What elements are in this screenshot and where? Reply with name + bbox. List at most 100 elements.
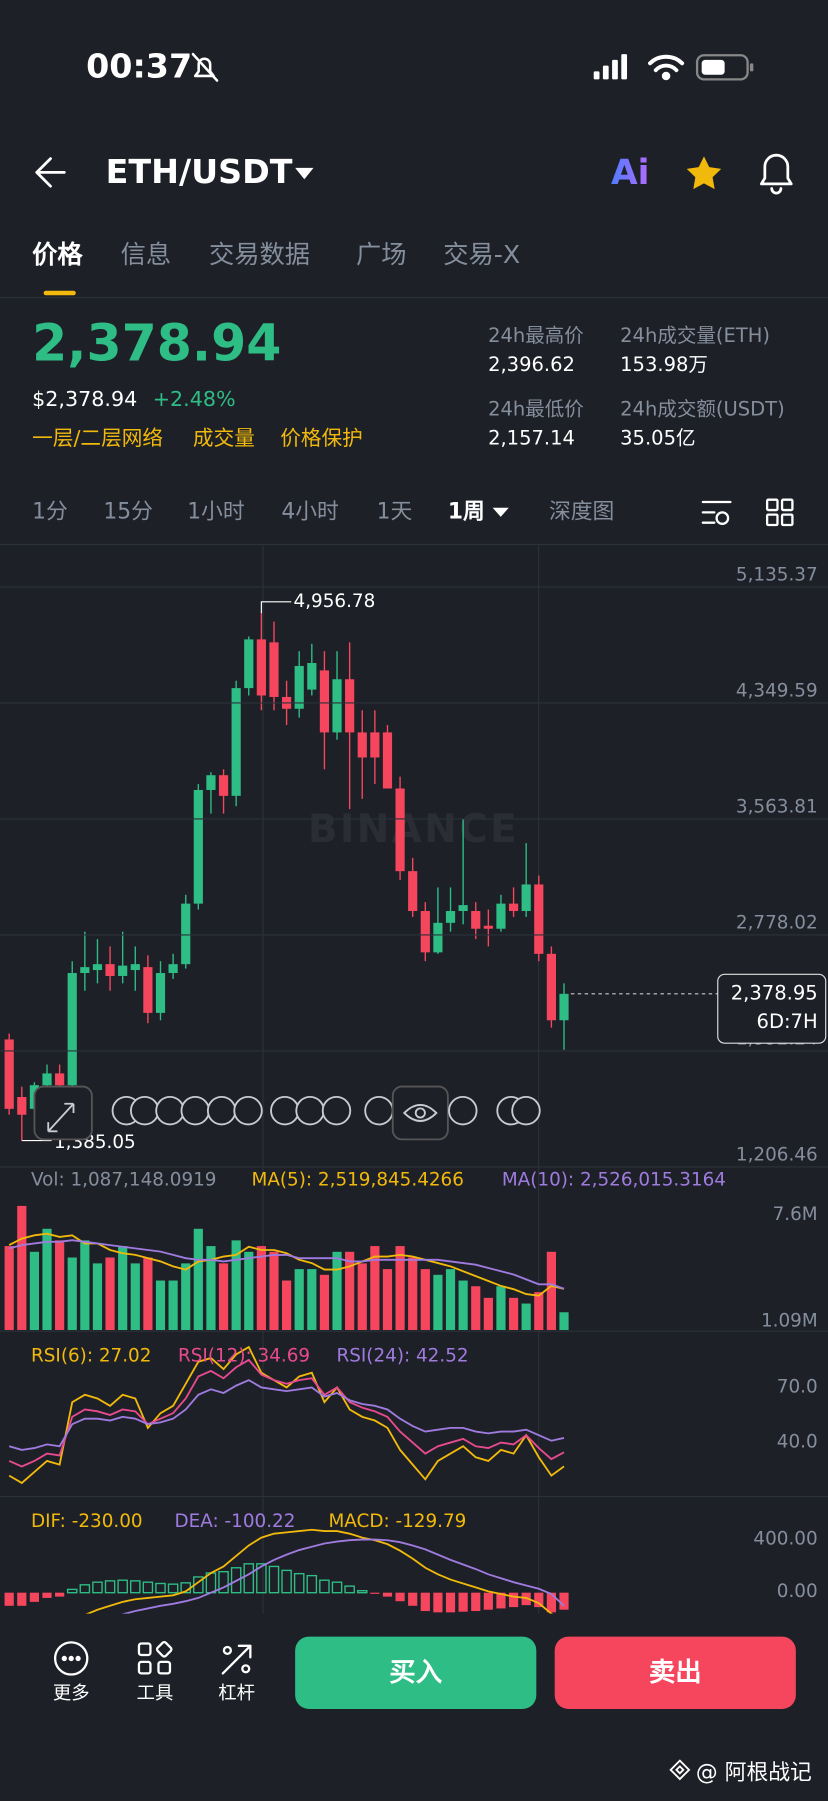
volume-bar bbox=[496, 1286, 506, 1331]
volume-bar bbox=[29, 1251, 39, 1331]
signal-icon bbox=[593, 54, 628, 80]
volume-bar bbox=[559, 1312, 569, 1331]
buy-button[interactable] bbox=[295, 1636, 537, 1709]
candle-body bbox=[546, 953, 556, 1021]
y-tick-label: 0.00 bbox=[777, 1581, 818, 1602]
macd-bar bbox=[117, 1579, 128, 1594]
stat-label: 24h最高价 bbox=[488, 324, 584, 347]
interval[interactable]: 4小时 bbox=[281, 499, 338, 524]
volume-bar bbox=[206, 1246, 216, 1331]
candle-body bbox=[483, 925, 493, 929]
last-price-box bbox=[717, 973, 827, 1044]
candle-body bbox=[508, 903, 519, 912]
macd-bar bbox=[218, 1571, 229, 1594]
tab-active[interactable]: 价格 bbox=[32, 240, 83, 269]
tag[interactable]: 一层/二层网络 bbox=[32, 426, 163, 450]
indicator-settings[interactable] bbox=[701, 500, 732, 525]
macd-bar bbox=[129, 1580, 141, 1594]
candle-body bbox=[92, 964, 103, 971]
y-tick-label: 7.6M bbox=[773, 1204, 818, 1225]
indicator-line bbox=[8, 1239, 565, 1290]
macd-bar bbox=[420, 1592, 430, 1612]
buy-label[interactable]: 买入 bbox=[389, 1657, 442, 1688]
tag[interactable]: 成交量 bbox=[193, 426, 255, 450]
favorite-star[interactable] bbox=[686, 156, 722, 190]
toolbar-label[interactable]: 杠杆 bbox=[218, 1683, 255, 1704]
volume-bar bbox=[67, 1257, 77, 1331]
macd-bar bbox=[395, 1592, 405, 1602]
macd-bar bbox=[496, 1592, 506, 1609]
macd-bar bbox=[534, 1592, 544, 1608]
macd-bar bbox=[546, 1592, 556, 1613]
macd-bar bbox=[230, 1567, 242, 1594]
volume-bar bbox=[483, 1297, 493, 1331]
volume-bar bbox=[218, 1263, 229, 1331]
interval[interactable]: 1分 bbox=[32, 499, 68, 524]
layout-button[interactable] bbox=[765, 498, 794, 527]
candle-body bbox=[181, 903, 191, 965]
tools-icon[interactable] bbox=[137, 1640, 173, 1675]
macd-bar bbox=[104, 1580, 116, 1594]
volume-bar bbox=[458, 1280, 468, 1331]
ai-button[interactable]: Ai bbox=[611, 153, 649, 193]
tag[interactable]: 价格保护 bbox=[280, 426, 363, 450]
back-button[interactable] bbox=[35, 157, 66, 188]
watermark: @ 阿根战记 bbox=[696, 1760, 812, 1785]
volume-bar bbox=[143, 1257, 153, 1331]
tab[interactable]: 交易数据 bbox=[209, 240, 310, 269]
volume-bar bbox=[244, 1251, 254, 1331]
volume-bar bbox=[357, 1263, 367, 1331]
stat-label: 24h最低价 bbox=[488, 398, 584, 421]
candle-body bbox=[67, 973, 77, 1086]
macd-bar bbox=[559, 1592, 569, 1610]
sell-button[interactable] bbox=[554, 1636, 796, 1709]
usd-price: $2,378.94 bbox=[32, 387, 137, 411]
tab[interactable]: 交易-X bbox=[443, 240, 520, 269]
interval[interactable]: 深度图 bbox=[549, 499, 614, 524]
interval[interactable]: 1小时 bbox=[187, 499, 244, 524]
sell-label[interactable]: 卖出 bbox=[649, 1657, 702, 1688]
volume-bar bbox=[256, 1246, 266, 1331]
alert-bell[interactable] bbox=[760, 153, 793, 195]
countdown: 6D:7H bbox=[757, 1010, 818, 1033]
last-price-label: 2,378.95 bbox=[731, 981, 818, 1004]
watermark: BINANCE bbox=[308, 807, 519, 852]
interval[interactable]: 1天 bbox=[377, 499, 413, 524]
interval[interactable]: 15分 bbox=[103, 499, 153, 524]
tab[interactable]: 广场 bbox=[356, 240, 406, 269]
toolbar-label[interactable]: 工具 bbox=[137, 1683, 174, 1704]
legend-entry: DEA: -100.22 bbox=[175, 1511, 296, 1532]
macd-bar bbox=[445, 1592, 456, 1613]
interval-dropdown[interactable] bbox=[492, 507, 509, 517]
candle-body bbox=[433, 922, 443, 953]
volume-bar bbox=[521, 1303, 531, 1331]
legend-entry: MA(10): 2,526,015.3164 bbox=[502, 1170, 726, 1191]
volume-bar bbox=[471, 1286, 481, 1331]
candle-body bbox=[244, 639, 254, 689]
mute-icon bbox=[191, 52, 219, 82]
y-tick-label: 40.0 bbox=[777, 1432, 818, 1453]
macd-bar bbox=[167, 1583, 179, 1594]
candle-body bbox=[17, 1097, 27, 1115]
pair-title[interactable]: ETH/USDT bbox=[106, 152, 293, 191]
macd-bar bbox=[66, 1588, 78, 1594]
volume-bar bbox=[118, 1246, 128, 1331]
more-icon[interactable] bbox=[53, 1641, 89, 1676]
candle-body bbox=[193, 789, 203, 904]
candle-body bbox=[130, 964, 140, 971]
candle-body bbox=[496, 903, 506, 929]
leverage-icon[interactable] bbox=[221, 1644, 252, 1675]
interval-active[interactable]: 1周 bbox=[448, 499, 485, 524]
candle-body bbox=[319, 670, 330, 733]
candle-body bbox=[168, 964, 178, 974]
volume-bar bbox=[181, 1263, 191, 1331]
volume-bar bbox=[534, 1292, 544, 1331]
macd-bar bbox=[306, 1574, 318, 1594]
pair-dropdown[interactable] bbox=[295, 167, 314, 180]
price-panel: BINANCE bbox=[4, 613, 569, 1141]
tab[interactable]: 信息 bbox=[121, 240, 171, 269]
volume-bar bbox=[294, 1269, 304, 1331]
indicator-line bbox=[8, 1232, 565, 1297]
toolbar-label[interactable]: 更多 bbox=[53, 1683, 90, 1704]
event-icons[interactable] bbox=[33, 1085, 541, 1141]
